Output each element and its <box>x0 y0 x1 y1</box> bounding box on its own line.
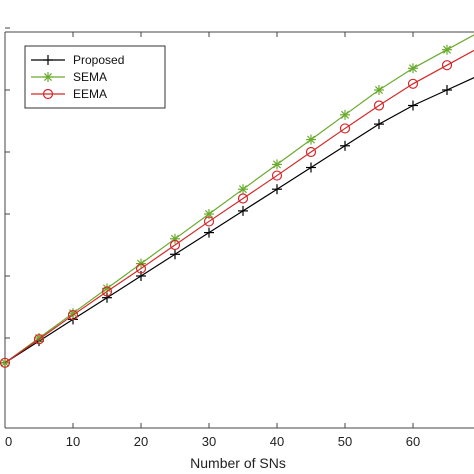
data-point <box>340 140 350 151</box>
x-tick-label: 40 <box>270 434 284 449</box>
legend-item-sema: SEMA <box>31 70 107 84</box>
data-point <box>272 159 282 170</box>
x-tick-label: 20 <box>134 434 148 449</box>
legend: Proposed SEMA EEMA <box>24 45 166 109</box>
data-point <box>43 72 53 82</box>
data-point <box>272 184 282 195</box>
data-point <box>339 123 351 134</box>
legend-item-proposed: Proposed <box>31 53 124 67</box>
series-eema <box>0 49 474 368</box>
data-point <box>67 309 79 321</box>
x-tick-label: 50 <box>338 434 352 449</box>
data-point <box>203 216 215 227</box>
legend-label: Proposed <box>73 53 124 67</box>
legend-label: SEMA <box>73 70 107 84</box>
data-point <box>340 109 350 120</box>
legend-item-eema: EEMA <box>31 87 107 101</box>
data-point <box>442 85 452 95</box>
tick-labels: 010203040506070 <box>5 434 474 449</box>
data-point <box>373 100 385 111</box>
data-point <box>101 286 113 297</box>
data-point <box>169 239 181 251</box>
data-point <box>0 357 11 368</box>
data-point <box>306 162 316 173</box>
x-axis-title: Number of SNs <box>190 455 286 471</box>
data-point <box>374 119 384 130</box>
x-tick-label: 0 <box>5 434 12 449</box>
legend-label: EEMA <box>73 87 107 101</box>
data-point <box>204 227 214 238</box>
x-tick-label: 10 <box>66 434 80 449</box>
data-point <box>238 205 248 216</box>
data-point <box>305 146 317 158</box>
data-point <box>135 263 147 274</box>
data-point <box>170 249 180 260</box>
data-point <box>204 209 214 219</box>
x-tick-label: 60 <box>406 434 420 449</box>
data-point <box>408 100 418 111</box>
series-line <box>4 49 474 364</box>
data-point <box>43 55 53 65</box>
data-point <box>42 88 54 100</box>
x-tick-label: 30 <box>202 434 216 449</box>
data-point <box>441 60 453 71</box>
data-point <box>442 44 452 55</box>
data-point <box>33 334 45 345</box>
series-layer <box>0 34 474 368</box>
data-point <box>102 292 112 303</box>
data-point <box>306 134 316 145</box>
data-point <box>408 63 418 74</box>
data-point <box>271 170 283 181</box>
data-point <box>238 184 248 195</box>
data-point <box>237 193 249 204</box>
data-point <box>407 78 419 89</box>
data-point <box>374 85 384 95</box>
